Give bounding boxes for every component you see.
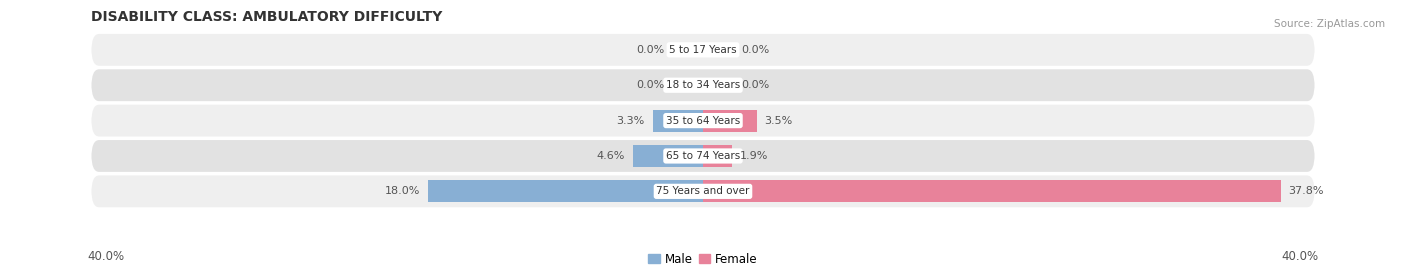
Text: 40.0%: 40.0% <box>1282 250 1319 263</box>
Text: 5 to 17 Years: 5 to 17 Years <box>669 45 737 55</box>
Text: 35 to 64 Years: 35 to 64 Years <box>666 116 740 126</box>
Text: 3.5%: 3.5% <box>765 116 793 126</box>
FancyBboxPatch shape <box>91 176 1315 207</box>
Text: 65 to 74 Years: 65 to 74 Years <box>666 151 740 161</box>
Bar <box>633 145 703 167</box>
Text: 0.0%: 0.0% <box>741 80 769 90</box>
Text: 3.3%: 3.3% <box>617 116 645 126</box>
Text: 75 Years and over: 75 Years and over <box>657 186 749 196</box>
Text: 1.9%: 1.9% <box>740 151 768 161</box>
Text: 18 to 34 Years: 18 to 34 Years <box>666 80 740 90</box>
Bar <box>652 110 703 132</box>
Bar <box>703 145 733 167</box>
Text: Source: ZipAtlas.com: Source: ZipAtlas.com <box>1274 19 1385 29</box>
Text: 0.0%: 0.0% <box>741 45 769 55</box>
Text: 0.0%: 0.0% <box>637 80 665 90</box>
Text: 0.0%: 0.0% <box>637 45 665 55</box>
Bar <box>427 180 703 202</box>
FancyBboxPatch shape <box>91 34 1315 66</box>
FancyBboxPatch shape <box>91 140 1315 172</box>
FancyBboxPatch shape <box>91 69 1315 101</box>
Bar <box>703 110 756 132</box>
Text: DISABILITY CLASS: AMBULATORY DIFFICULTY: DISABILITY CLASS: AMBULATORY DIFFICULTY <box>91 10 443 24</box>
Bar <box>703 180 1281 202</box>
Text: 40.0%: 40.0% <box>87 250 124 263</box>
FancyBboxPatch shape <box>91 105 1315 136</box>
Text: 4.6%: 4.6% <box>596 151 626 161</box>
Text: 37.8%: 37.8% <box>1289 186 1324 196</box>
Text: 18.0%: 18.0% <box>385 186 420 196</box>
Legend: Male, Female: Male, Female <box>644 248 762 268</box>
